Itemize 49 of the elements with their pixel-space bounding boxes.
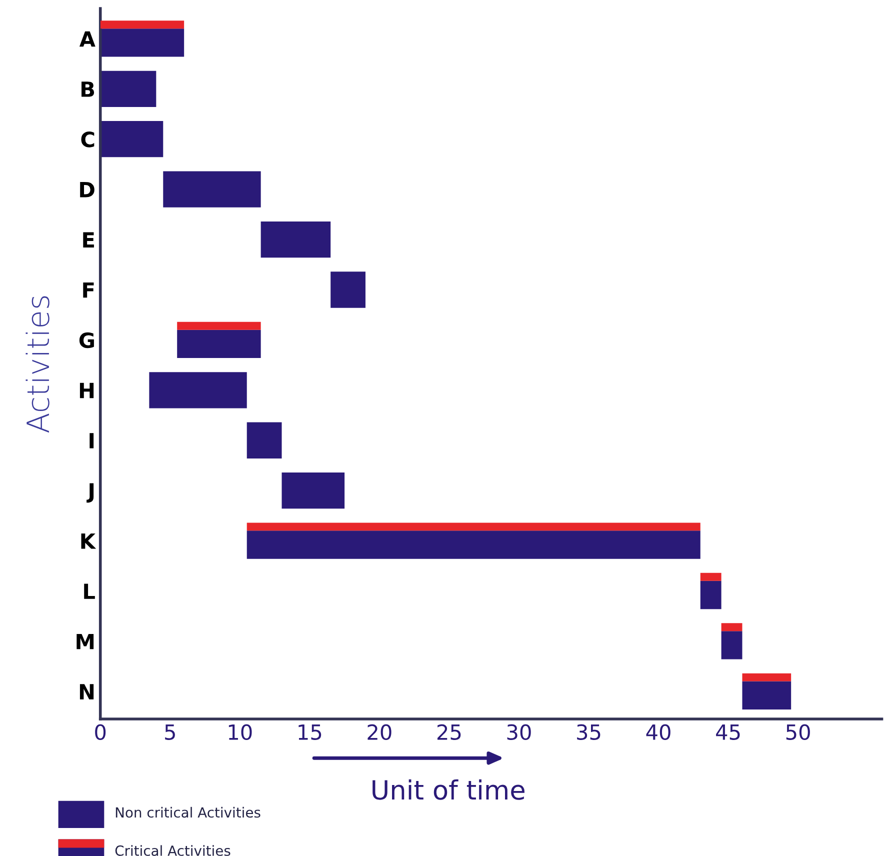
y-tick-label: F bbox=[83, 282, 94, 298]
x-tick-label: 0 bbox=[95, 724, 106, 740]
bar bbox=[742, 681, 792, 710]
y-tick-label: A bbox=[79, 31, 96, 47]
x-tick-label: 40 bbox=[646, 724, 670, 740]
bar bbox=[177, 322, 261, 330]
legend-label: Critical Activities bbox=[115, 845, 230, 856]
bar bbox=[246, 422, 282, 458]
y-axis-title: Activities bbox=[26, 296, 50, 433]
bar bbox=[177, 330, 261, 358]
bar bbox=[149, 372, 247, 408]
y-tick-label: G bbox=[79, 332, 94, 348]
y-tick-label: I bbox=[90, 433, 94, 448]
bar bbox=[330, 272, 366, 308]
bar bbox=[246, 522, 700, 531]
y-tick-label: N bbox=[80, 684, 94, 700]
y-tick-label: J bbox=[86, 483, 94, 503]
bar bbox=[100, 20, 184, 29]
y-tick-label: B bbox=[82, 82, 94, 97]
x-tick-label: 15 bbox=[298, 724, 322, 740]
x-tick-label: 45 bbox=[716, 724, 740, 740]
bar bbox=[246, 530, 700, 559]
x-tick-label: 5 bbox=[165, 724, 175, 740]
bar bbox=[260, 221, 331, 258]
legend-label: Non critical Activities bbox=[116, 806, 260, 818]
bar bbox=[100, 28, 184, 57]
y-tick-label: M bbox=[76, 634, 94, 650]
x-axis-title: Unit of time bbox=[372, 779, 524, 800]
bar bbox=[100, 70, 156, 107]
y-tick-label: K bbox=[81, 534, 96, 549]
y-tick-label: C bbox=[81, 132, 94, 148]
y-tick-label: D bbox=[80, 182, 94, 198]
x-tick-label: 50 bbox=[786, 724, 810, 740]
bar bbox=[721, 623, 742, 632]
bar bbox=[163, 171, 261, 208]
bar bbox=[721, 631, 742, 660]
y-tick-label: L bbox=[84, 584, 95, 599]
bar bbox=[282, 472, 345, 509]
y-tick-label: H bbox=[80, 382, 94, 398]
x-tick-label: 25 bbox=[437, 724, 461, 740]
x-tick-label: 30 bbox=[507, 724, 531, 740]
bar bbox=[742, 673, 792, 682]
x-tick-label: 20 bbox=[368, 724, 392, 740]
bar bbox=[700, 572, 722, 581]
x-tick-label: 35 bbox=[577, 724, 600, 740]
y-tick-label: E bbox=[83, 232, 94, 248]
x-tick-label: 10 bbox=[228, 724, 252, 740]
bar bbox=[700, 580, 722, 610]
bar bbox=[100, 121, 164, 158]
